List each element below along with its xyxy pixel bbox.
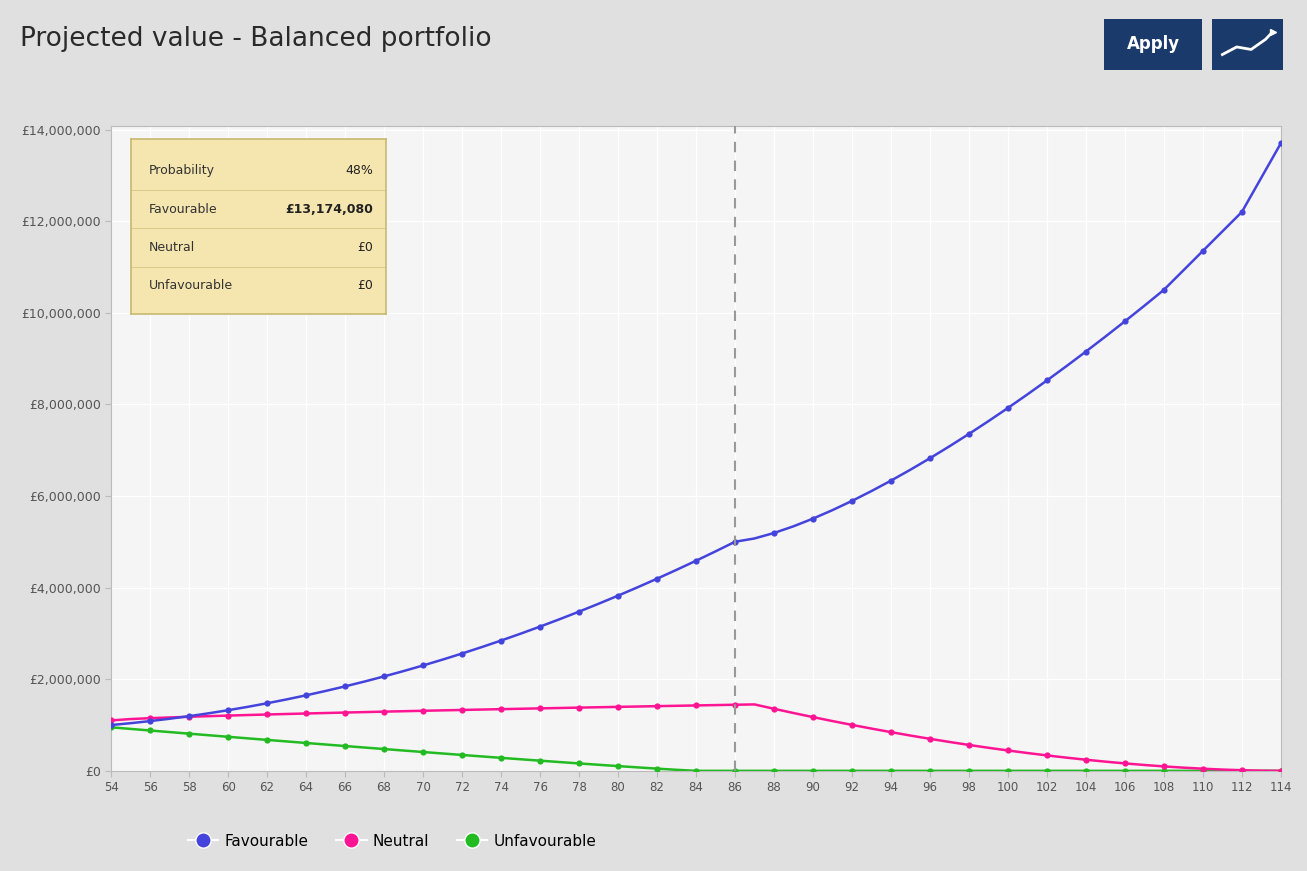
Favourable xyxy=(512,629,528,639)
Unfavourable xyxy=(1137,766,1153,776)
Favourable xyxy=(337,681,353,692)
Unfavourable xyxy=(687,766,703,776)
Unfavourable xyxy=(825,766,840,776)
Line: Neutral: Neutral xyxy=(108,701,1283,774)
Text: Unfavourable: Unfavourable xyxy=(149,280,233,292)
Neutral xyxy=(825,716,840,726)
Favourable xyxy=(376,672,392,682)
Text: £0: £0 xyxy=(357,241,372,253)
Line: Favourable: Favourable xyxy=(108,140,1283,728)
Neutral xyxy=(103,715,119,726)
FancyBboxPatch shape xyxy=(1212,22,1283,67)
Unfavourable xyxy=(337,741,353,752)
Neutral xyxy=(727,699,742,710)
Neutral xyxy=(337,707,353,718)
Favourable xyxy=(727,537,742,547)
Text: £0: £0 xyxy=(357,280,372,292)
Text: Projected value - Balanced portfolio: Projected value - Balanced portfolio xyxy=(20,26,491,52)
Unfavourable xyxy=(746,766,762,776)
Unfavourable xyxy=(376,744,392,754)
Favourable xyxy=(103,719,119,730)
Unfavourable xyxy=(512,754,528,765)
Neutral xyxy=(512,704,528,714)
Favourable xyxy=(805,513,821,523)
Neutral xyxy=(376,706,392,717)
Legend: Favourable, Neutral, Unfavourable: Favourable, Neutral, Unfavourable xyxy=(182,827,603,854)
Neutral xyxy=(746,699,762,710)
Neutral xyxy=(1137,760,1153,770)
Unfavourable xyxy=(1273,766,1289,776)
Favourable xyxy=(1273,138,1289,148)
Text: Favourable: Favourable xyxy=(149,203,217,215)
Text: Apply: Apply xyxy=(1127,36,1180,53)
Text: £13,174,080: £13,174,080 xyxy=(285,203,372,215)
FancyBboxPatch shape xyxy=(1104,22,1202,67)
Favourable xyxy=(1117,316,1133,327)
Neutral xyxy=(1273,766,1289,776)
Line: Unfavourable: Unfavourable xyxy=(108,724,1283,774)
Text: 48%: 48% xyxy=(345,165,372,177)
Unfavourable xyxy=(103,722,119,733)
Text: Neutral: Neutral xyxy=(149,241,195,253)
Text: Probability: Probability xyxy=(149,165,214,177)
